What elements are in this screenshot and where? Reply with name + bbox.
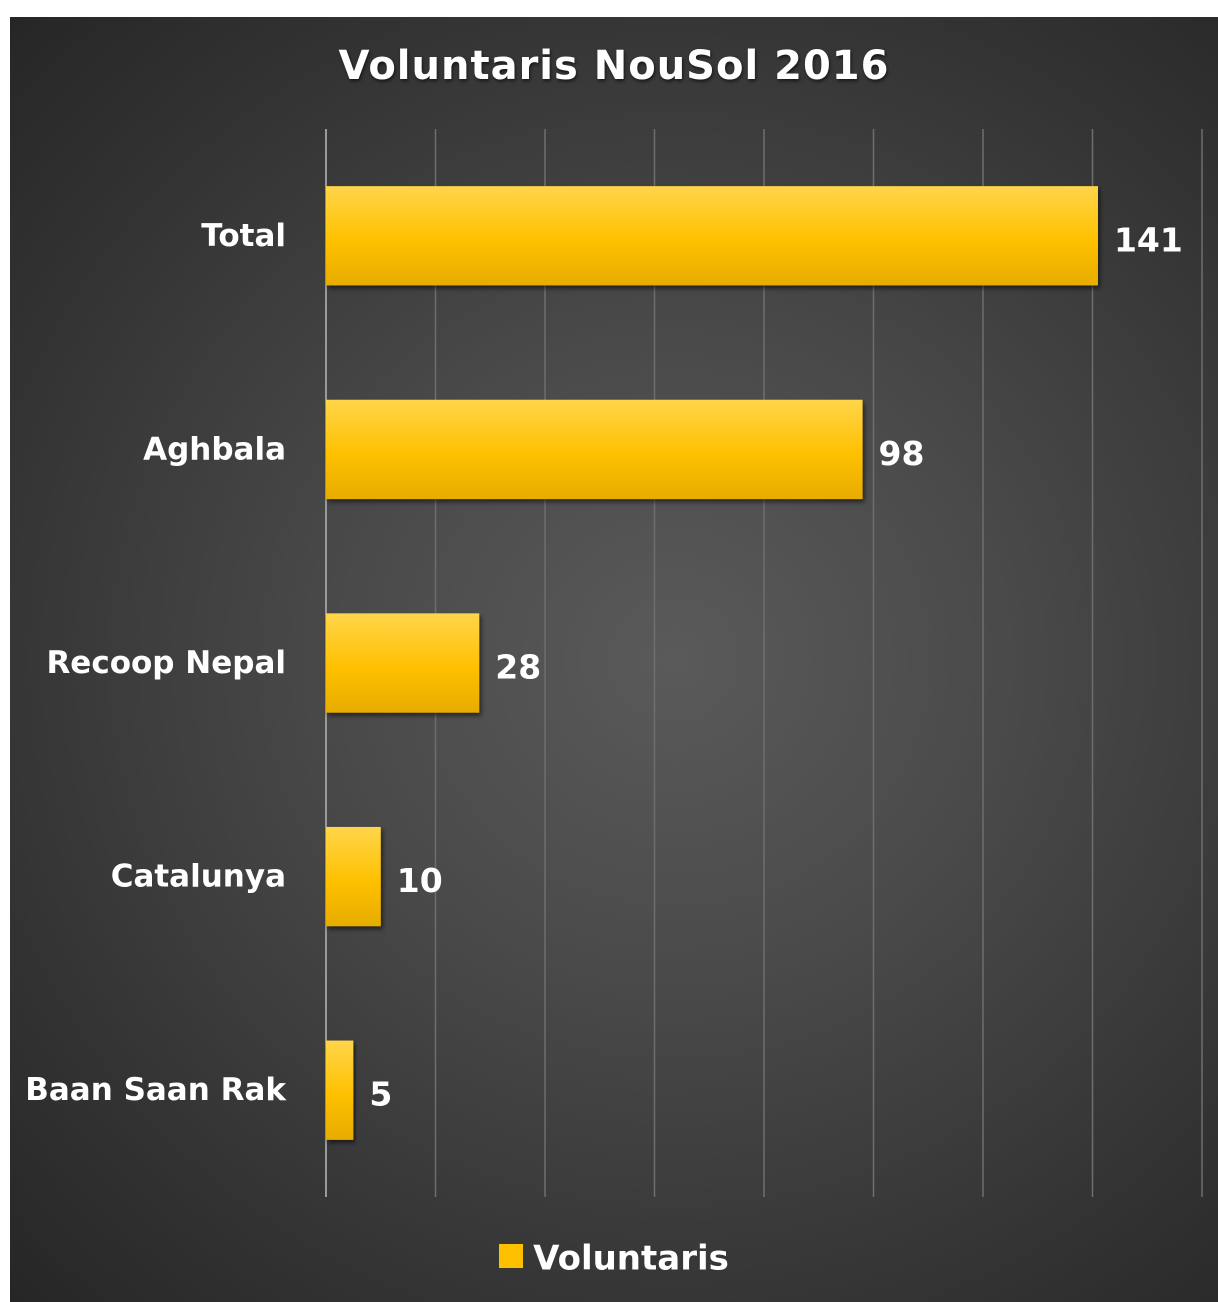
category-labels: Total Aghbala Recoop Nepal Catalunya Baan Sa… <box>25 218 287 1108</box>
legend: Voluntaris <box>10 1237 1218 1279</box>
chart-title: Voluntaris NouSol 2016 <box>338 43 890 89</box>
bar <box>326 1040 354 1140</box>
gridlines <box>325 129 1203 1197</box>
bar <box>326 186 1098 286</box>
data-label: 5 <box>369 1075 392 1114</box>
bar <box>326 399 863 500</box>
category-label: Aghbala <box>143 431 286 467</box>
category-label: Baan Saan Rak <box>25 1072 287 1108</box>
data-labels: 141 98 28 10 5 <box>369 220 1182 1113</box>
bars <box>326 186 1098 1140</box>
plot-area: Total Aghbala Recoop Nepal Catalunya Baan Sa… <box>25 129 1203 1197</box>
bar <box>326 613 480 713</box>
data-label: 28 <box>495 648 541 687</box>
legend-swatch <box>499 1243 524 1268</box>
bar <box>326 826 381 927</box>
category-label: Catalunya <box>111 859 286 895</box>
category-label: Recoop Nepal <box>46 645 286 681</box>
data-label: 98 <box>879 434 925 473</box>
chart-area: Voluntaris NouSol 2016 Total Aghbala Recoo… <box>10 17 1218 1302</box>
legend-label: Voluntaris <box>533 1238 729 1279</box>
category-label: Total <box>201 218 286 254</box>
data-label: 141 <box>1114 220 1183 259</box>
data-label: 10 <box>397 861 443 900</box>
